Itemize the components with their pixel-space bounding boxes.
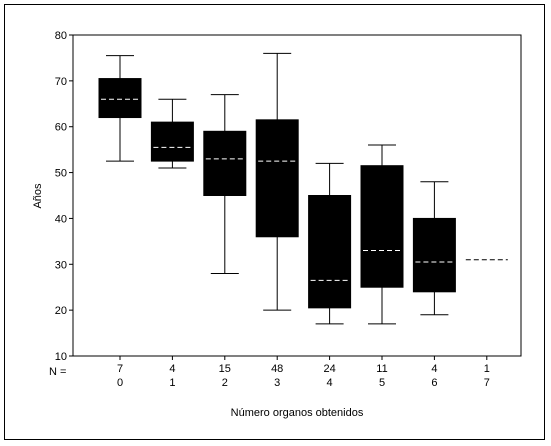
category-label: 0 [117, 377, 123, 389]
iqr-box [412, 217, 456, 293]
y-axis-label: Años [32, 183, 44, 209]
n-value-label: 15 [219, 363, 231, 375]
iqr-box [308, 195, 352, 309]
y-tick-label: 50 [55, 168, 67, 180]
n-value-label: 24 [323, 363, 335, 375]
y-tick-label: 70 [55, 76, 67, 88]
box-group-3 [255, 52, 299, 311]
n-value-label: 48 [271, 363, 283, 375]
category-label: 4 [327, 377, 333, 389]
category-label: 5 [379, 377, 385, 389]
iqr-box [255, 119, 299, 238]
y-tick-label: 80 [55, 30, 67, 42]
y-tick-label: 30 [55, 259, 67, 271]
category-label: 6 [431, 377, 437, 389]
y-tick-label: 20 [55, 305, 67, 317]
box-group-6 [412, 181, 456, 316]
box-group-4 [308, 162, 352, 325]
x-axis-label: Número organos obtenidos [231, 407, 364, 419]
plot-area [72, 34, 522, 357]
box-group-5 [360, 144, 404, 325]
n-value-label: 7 [117, 363, 123, 375]
iqr-box [98, 78, 142, 119]
iqr-box [203, 130, 247, 196]
y-axis: 10 20 30 40 50 60 70 80 [55, 30, 73, 363]
box-group-0 [98, 55, 142, 162]
boxes [98, 52, 508, 325]
y-tick-label: 10 [55, 351, 67, 363]
y-tick-label: 60 [55, 122, 67, 134]
n-value-label: 11 [376, 363, 387, 375]
category-label: 3 [274, 377, 280, 389]
boxplot-chart: Años N = Número organos obtenidos 102030… [32, 30, 522, 419]
n-value-label: 4 [169, 363, 175, 375]
category-label: 1 [169, 377, 175, 389]
y-tick-label: 40 [55, 213, 67, 225]
category-label: 7 [484, 377, 490, 389]
n-value-label: 4 [431, 363, 437, 375]
chart-frame: Años N = Número organos obtenidos 10 20 30… [4, 4, 545, 440]
box-group-1 [150, 98, 194, 169]
category-label: 2 [222, 377, 228, 389]
iqr-box [360, 165, 404, 288]
n-prefix-label: N = [49, 366, 66, 378]
iqr-box [150, 121, 194, 162]
box-group-2 [203, 94, 247, 274]
n-value-label: 1 [484, 363, 490, 375]
